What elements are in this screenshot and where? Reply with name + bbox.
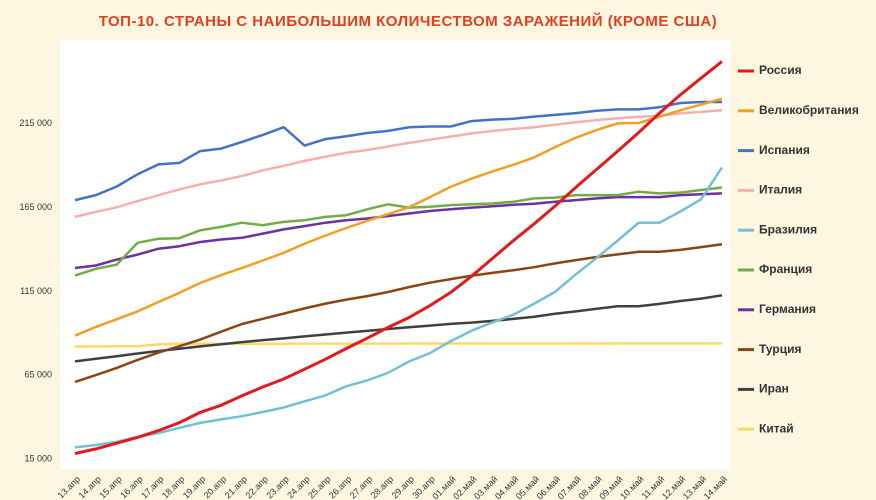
legend-label: Германия — [759, 302, 816, 316]
series-line — [74, 186, 723, 277]
legend-label: Испания — [759, 143, 810, 157]
legend-label: Россия — [759, 63, 802, 77]
series-line — [74, 294, 723, 363]
legend-label: Китай — [759, 421, 794, 435]
legend-label: Великобритания — [759, 103, 859, 117]
legend-label: Италия — [759, 183, 802, 197]
legend-label: Франция — [759, 262, 812, 276]
series-line — [74, 100, 722, 202]
y-tick-label: 215 000 — [19, 118, 52, 128]
series-line — [74, 60, 723, 455]
series-line — [74, 192, 723, 270]
chart-title: ТОП-10. СТРАНЫ С НАИБОЛЬШИМ КОЛИЧЕСТВОМ … — [99, 12, 718, 30]
series-line — [74, 166, 724, 449]
legend-label: Турция — [759, 342, 801, 356]
plot-area — [60, 40, 730, 470]
y-tick-label: 65 000 — [24, 370, 52, 380]
y-tick-label: 115 000 — [20, 286, 52, 296]
y-tick-label: 15 000 — [24, 453, 52, 463]
series-line — [74, 97, 723, 337]
legend-label: Иран — [759, 382, 789, 396]
legend-label: Бразилия — [759, 222, 817, 236]
series-line — [74, 243, 723, 384]
y-tick-label: 165 000 — [19, 202, 52, 212]
series-line — [74, 108, 723, 219]
